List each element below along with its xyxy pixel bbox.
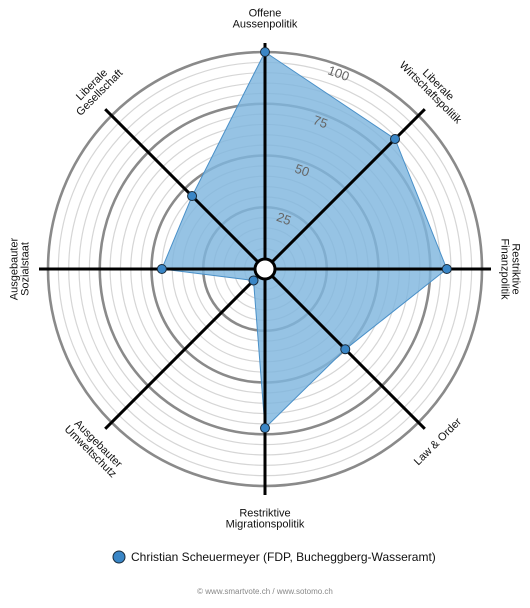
ring-label-100: 100	[326, 63, 352, 85]
data-point	[260, 423, 270, 434]
series-area	[161, 51, 448, 430]
data-point	[156, 264, 167, 274]
axis-label-line: Migrationspolitik	[226, 518, 305, 530]
axis-line	[104, 275, 259, 430]
ring-label-25: 25	[275, 209, 294, 228]
data-point	[441, 264, 452, 274]
legend: Christian Scheuermeyer (FDP, Bucheggberg…	[112, 550, 436, 564]
data-point	[248, 275, 259, 286]
ring-label-50: 50	[293, 161, 312, 180]
ring-labels: 25 50 75 100	[275, 63, 352, 229]
data-point	[260, 47, 270, 57]
data-area	[161, 51, 448, 430]
data-point	[340, 344, 351, 355]
legend-marker	[112, 550, 126, 564]
data-point	[187, 191, 198, 202]
footer-credit: © www.smartvote.ch / www.sotomo.ch	[197, 587, 333, 596]
axis-label-line: Restriktive	[239, 507, 290, 519]
axis-line	[271, 108, 426, 263]
axis-label: Ausgebauter Sozialstaat	[8, 237, 31, 300]
center-hub	[253, 257, 277, 281]
axis-label-line: Offene	[249, 7, 282, 19]
data-point	[390, 133, 401, 144]
axis-line	[104, 108, 259, 263]
ring-label-75: 75	[311, 112, 330, 131]
axis-label-line: Restriktive	[510, 243, 522, 294]
axis-label-line: Aussenpolitik	[233, 18, 298, 30]
axis-label-line: Ausgebauter	[8, 237, 20, 300]
axis-label-line: Sozialstaat	[19, 242, 31, 296]
axis-label-line: Finanzpolitik	[499, 238, 511, 300]
data-points	[156, 47, 452, 434]
legend-label: Christian Scheuermeyer (FDP, Bucheggberg…	[131, 550, 436, 564]
